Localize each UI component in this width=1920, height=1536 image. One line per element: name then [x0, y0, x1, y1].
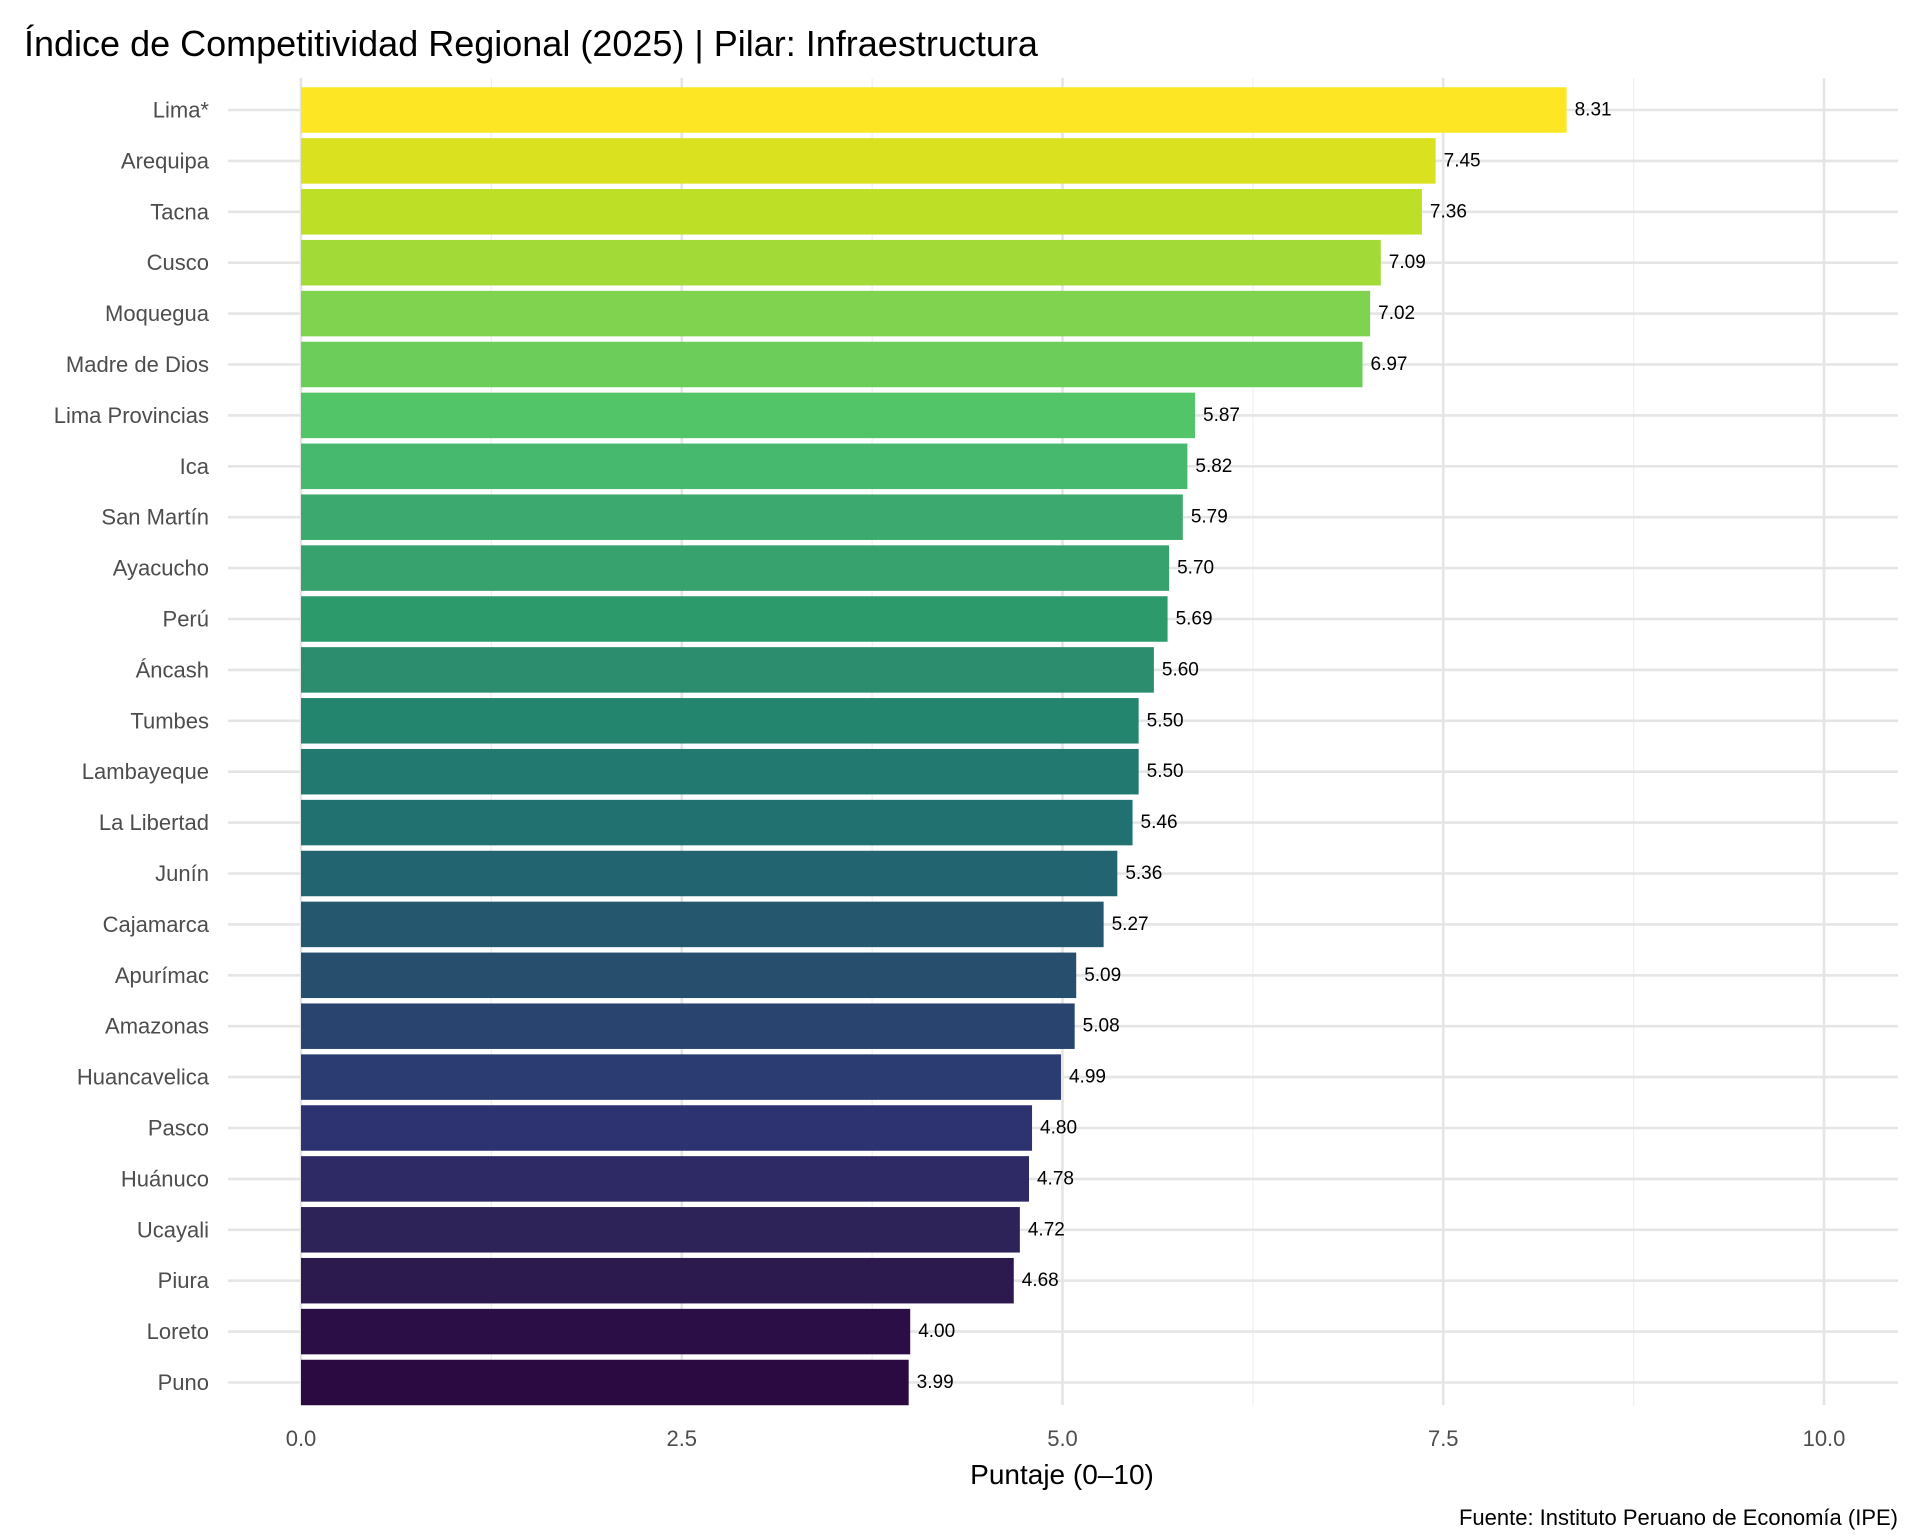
- category-label: San Martín: [101, 505, 209, 530]
- value-label: 5.46: [1141, 812, 1178, 833]
- value-label: 5.50: [1147, 710, 1184, 731]
- value-label: 6.97: [1371, 354, 1408, 375]
- value-label: 8.31: [1575, 100, 1612, 121]
- value-label: 5.60: [1162, 659, 1199, 680]
- bar: [301, 901, 1104, 948]
- caption: Fuente: Instituto Peruano de Economía (I…: [1459, 1505, 1898, 1530]
- value-label: 4.80: [1040, 1118, 1077, 1139]
- bar: [301, 596, 1168, 642]
- category-label: Huancavelica: [77, 1065, 210, 1090]
- bar: [301, 392, 1196, 439]
- value-label: 7.36: [1430, 201, 1467, 222]
- category-label: Apurímac: [115, 963, 209, 988]
- category-label: Puno: [158, 1370, 209, 1395]
- bar: [301, 952, 1077, 999]
- category-label: Lima*: [153, 98, 210, 123]
- bar: [301, 239, 1381, 286]
- value-label: 5.08: [1083, 1016, 1120, 1037]
- x-tick-label: 5.0: [1047, 1426, 1078, 1451]
- value-label: 4.00: [918, 1321, 955, 1342]
- bar: [301, 1207, 1020, 1253]
- category-label: Perú: [163, 607, 209, 632]
- value-label: 7.02: [1378, 303, 1415, 324]
- bar: [301, 1003, 1075, 1049]
- bar: [301, 1359, 909, 1406]
- category-label: La Libertad: [99, 810, 209, 835]
- value-label: 5.50: [1147, 761, 1184, 782]
- category-label: Tumbes: [130, 708, 209, 733]
- category-label: Cajamarca: [103, 912, 210, 937]
- category-label: Áncash: [136, 657, 209, 682]
- x-tick-label: 7.5: [1428, 1426, 1459, 1451]
- category-label: Junín: [155, 861, 209, 886]
- category-label: Lima Provincias: [54, 403, 209, 428]
- bar: [301, 1156, 1029, 1202]
- x-tick-label: 10.0: [1803, 1426, 1846, 1451]
- value-label: 5.09: [1084, 965, 1121, 986]
- value-label: 4.72: [1028, 1219, 1065, 1240]
- category-label: Cusco: [147, 250, 209, 275]
- value-label: 5.87: [1203, 405, 1240, 426]
- bar: [301, 698, 1139, 744]
- category-label: Loreto: [147, 1319, 209, 1344]
- bar: [301, 494, 1183, 540]
- x-tick-label: 0.0: [286, 1426, 317, 1451]
- bar: [301, 138, 1436, 184]
- value-label: 4.78: [1037, 1168, 1074, 1189]
- category-label: Tacna: [150, 199, 209, 224]
- x-axis-title: Puntaje (0–10): [970, 1459, 1154, 1490]
- bar: [301, 1308, 911, 1355]
- bar: [301, 189, 1422, 235]
- x-tick-label: 2.5: [666, 1426, 697, 1451]
- value-label: 3.99: [917, 1372, 954, 1393]
- category-label: Madre de Dios: [66, 352, 209, 377]
- category-label: Ucayali: [137, 1217, 209, 1242]
- bar: [301, 1054, 1061, 1100]
- bar: [301, 850, 1118, 897]
- value-label: 4.68: [1022, 1270, 1059, 1291]
- category-label: Ayacucho: [113, 556, 209, 581]
- bar: [301, 290, 1371, 337]
- bars: [301, 87, 1567, 1406]
- bar: [301, 545, 1170, 591]
- bar: [301, 443, 1188, 490]
- x-axis-ticks: 0.0 2.5 5.0 7.5 10.0: [286, 1426, 1846, 1451]
- category-label: Amazonas: [105, 1014, 209, 1039]
- value-label: 5.70: [1177, 558, 1214, 579]
- value-label: 7.09: [1389, 252, 1426, 273]
- category-label: Piura: [158, 1268, 210, 1293]
- value-label: 5.82: [1195, 456, 1232, 477]
- category-label: Pasco: [148, 1116, 209, 1141]
- bar: [301, 748, 1139, 795]
- category-label: Huánuco: [121, 1166, 209, 1191]
- category-label: Arequipa: [121, 148, 210, 173]
- bar: [301, 341, 1363, 388]
- value-label: 5.36: [1125, 863, 1162, 884]
- value-labels: 8.31 7.45 7.36 7.09 7.02 6.97 5.87 5.82 5.79 5.70…: [917, 100, 1612, 1394]
- category-label: Moquegua: [105, 301, 210, 326]
- value-label: 5.69: [1176, 609, 1213, 630]
- chart-title: Índice de Competitividad Regional (2025)…: [24, 23, 1039, 64]
- category-labels: Lima* Arequipa Tacna Cusco Moquegua Madre de …: [54, 98, 210, 1396]
- bar: [301, 799, 1133, 846]
- category-label: Lambayeque: [82, 759, 209, 784]
- value-label: 5.27: [1112, 914, 1149, 935]
- category-label: Ica: [180, 454, 210, 479]
- bar: [301, 1105, 1033, 1151]
- value-label: 5.79: [1191, 507, 1228, 528]
- value-label: 7.45: [1444, 150, 1481, 171]
- bar: [301, 1257, 1014, 1304]
- value-label: 4.99: [1069, 1067, 1106, 1088]
- bar: [301, 87, 1567, 133]
- bar: [301, 647, 1154, 693]
